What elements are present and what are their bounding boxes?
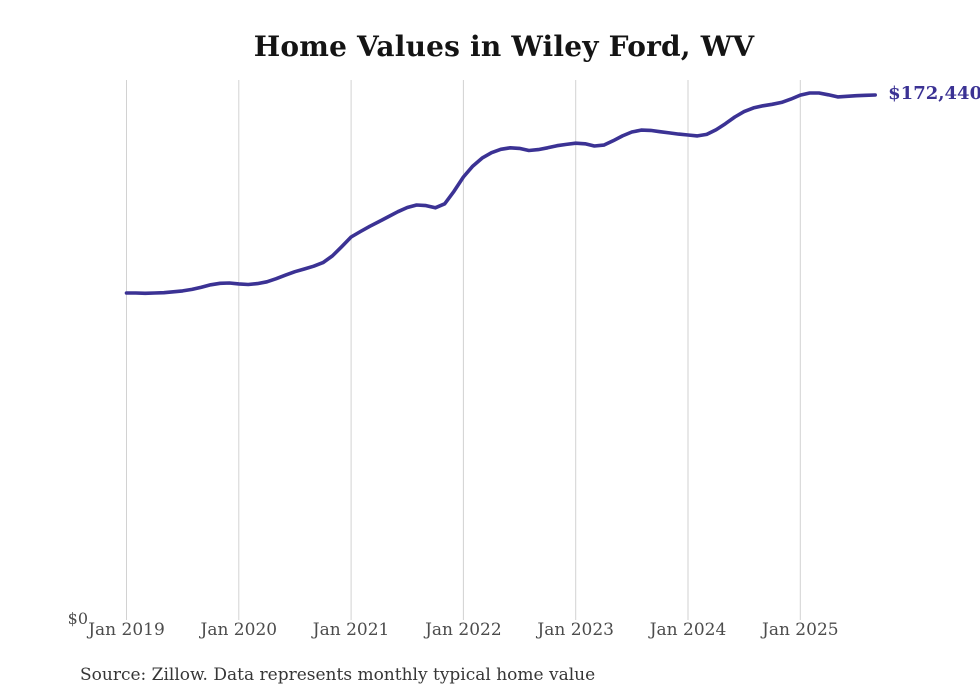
x-axis-tick-label: Jan 2024: [649, 620, 727, 640]
x-axis-tick-label: Jan 2023: [537, 620, 614, 640]
gridlines: [126, 80, 801, 620]
x-axis-tick-label: Jan 2021: [312, 620, 390, 640]
source-note: Source: Zillow. Data represents monthly …: [80, 665, 596, 685]
x-axis-tick-label: Jan 2019: [88, 620, 165, 640]
current-value-label: $172,440: [888, 83, 980, 104]
x-axis-tick-label: Jan 2022: [425, 620, 502, 640]
home-value-line: [124, 91, 877, 296]
x-axis-tick-label: Jan 2020: [200, 620, 278, 640]
x-axis-tick-label: Jan 2025: [762, 620, 839, 640]
chart-title: Home Values in Wiley Ford, WV: [253, 30, 755, 63]
y-axis-zero-label: $0: [67, 609, 88, 628]
